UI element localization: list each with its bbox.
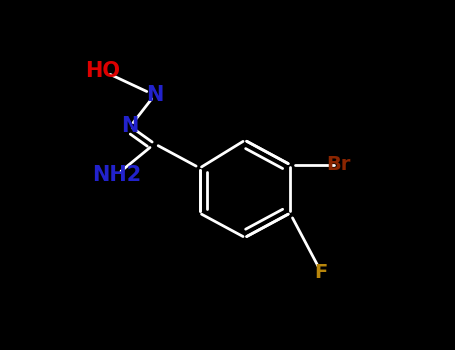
Text: Br: Br xyxy=(326,155,351,174)
Text: HO: HO xyxy=(85,61,120,81)
Text: N: N xyxy=(121,117,139,136)
Text: F: F xyxy=(314,263,328,282)
Text: N: N xyxy=(146,85,163,105)
Text: NH2: NH2 xyxy=(92,165,141,185)
